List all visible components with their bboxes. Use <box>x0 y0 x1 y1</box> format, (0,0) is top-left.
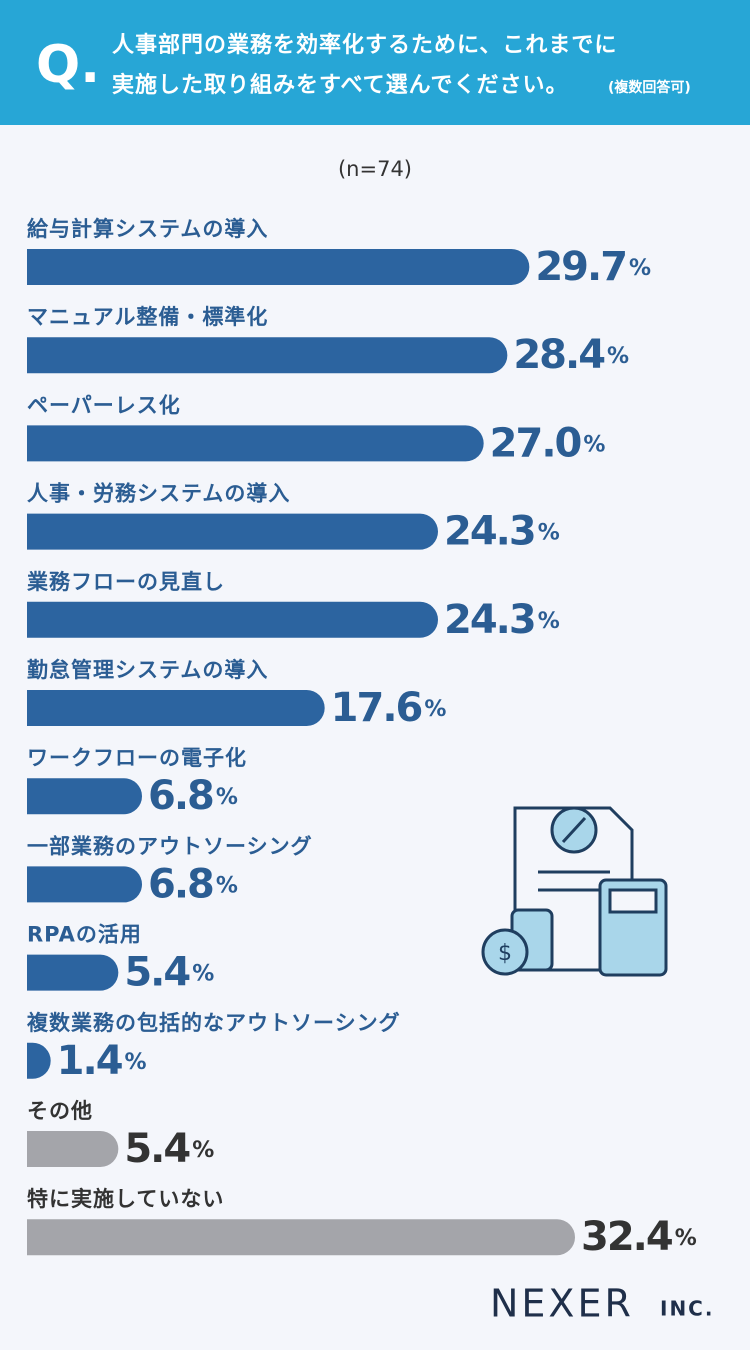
value-label: 1.4% <box>57 1038 147 1084</box>
bar <box>27 1131 119 1167</box>
bar <box>27 601 438 638</box>
category-label: 給与計算システムの導入 <box>27 217 268 241</box>
question-mark: Q. <box>36 35 100 95</box>
bar <box>27 1219 575 1256</box>
bar <box>27 337 508 374</box>
category-label: 業務フローの見直し <box>27 570 225 594</box>
value-label: 6.8% <box>148 773 238 819</box>
bar <box>27 690 325 726</box>
value-label: 27.0% <box>490 420 606 466</box>
brand-suffix: INC. <box>660 1297 714 1321</box>
value-label: 6.8% <box>148 861 238 907</box>
bar <box>27 954 119 991</box>
category-label: 人事・労務システムの導入 <box>27 482 290 506</box>
bar <box>27 1042 51 1079</box>
category-label: その他 <box>27 1099 93 1123</box>
header-band <box>0 0 750 125</box>
value-label: 29.7% <box>535 244 651 290</box>
bar <box>27 249 530 285</box>
question-line: 人事部門の業務を効率化するために、これまでに <box>112 32 617 58</box>
subtitle: (n=74) <box>338 157 412 181</box>
category-label: 一部業務のアウトソーシング <box>27 834 313 858</box>
category-label: 特に実施していない <box>27 1187 224 1211</box>
category-label: 複数業務の包括的なアウトソーシング <box>26 1011 401 1035</box>
category-label: マニュアル整備・標準化 <box>27 305 268 329</box>
value-label: 17.6% <box>331 685 447 731</box>
svg-text:$: $ <box>498 941 512 966</box>
value-label: 32.4% <box>581 1214 697 1260</box>
question-line: 実施した取り組みをすべて選んでください。 <box>112 72 568 98</box>
icon: $ <box>481 806 668 977</box>
value-label: 24.3% <box>444 597 560 643</box>
bar <box>27 425 484 462</box>
category-label: RPAの活用 <box>27 923 142 947</box>
value-label: 5.4% <box>124 950 214 996</box>
question-note: (複数回答可) <box>608 79 691 96</box>
bar <box>27 513 438 550</box>
category-label: ワークフローの電子化 <box>27 746 247 770</box>
value-label: 28.4% <box>513 332 629 378</box>
bar <box>27 778 143 815</box>
category-label: 勤怠管理システムの導入 <box>27 658 268 682</box>
value-label: 5.4% <box>124 1126 214 1172</box>
brand: NEXER <box>490 1282 634 1326</box>
value-label: 24.3% <box>444 509 560 555</box>
bar <box>27 866 143 903</box>
category-label: ペーパーレス化 <box>27 393 181 417</box>
